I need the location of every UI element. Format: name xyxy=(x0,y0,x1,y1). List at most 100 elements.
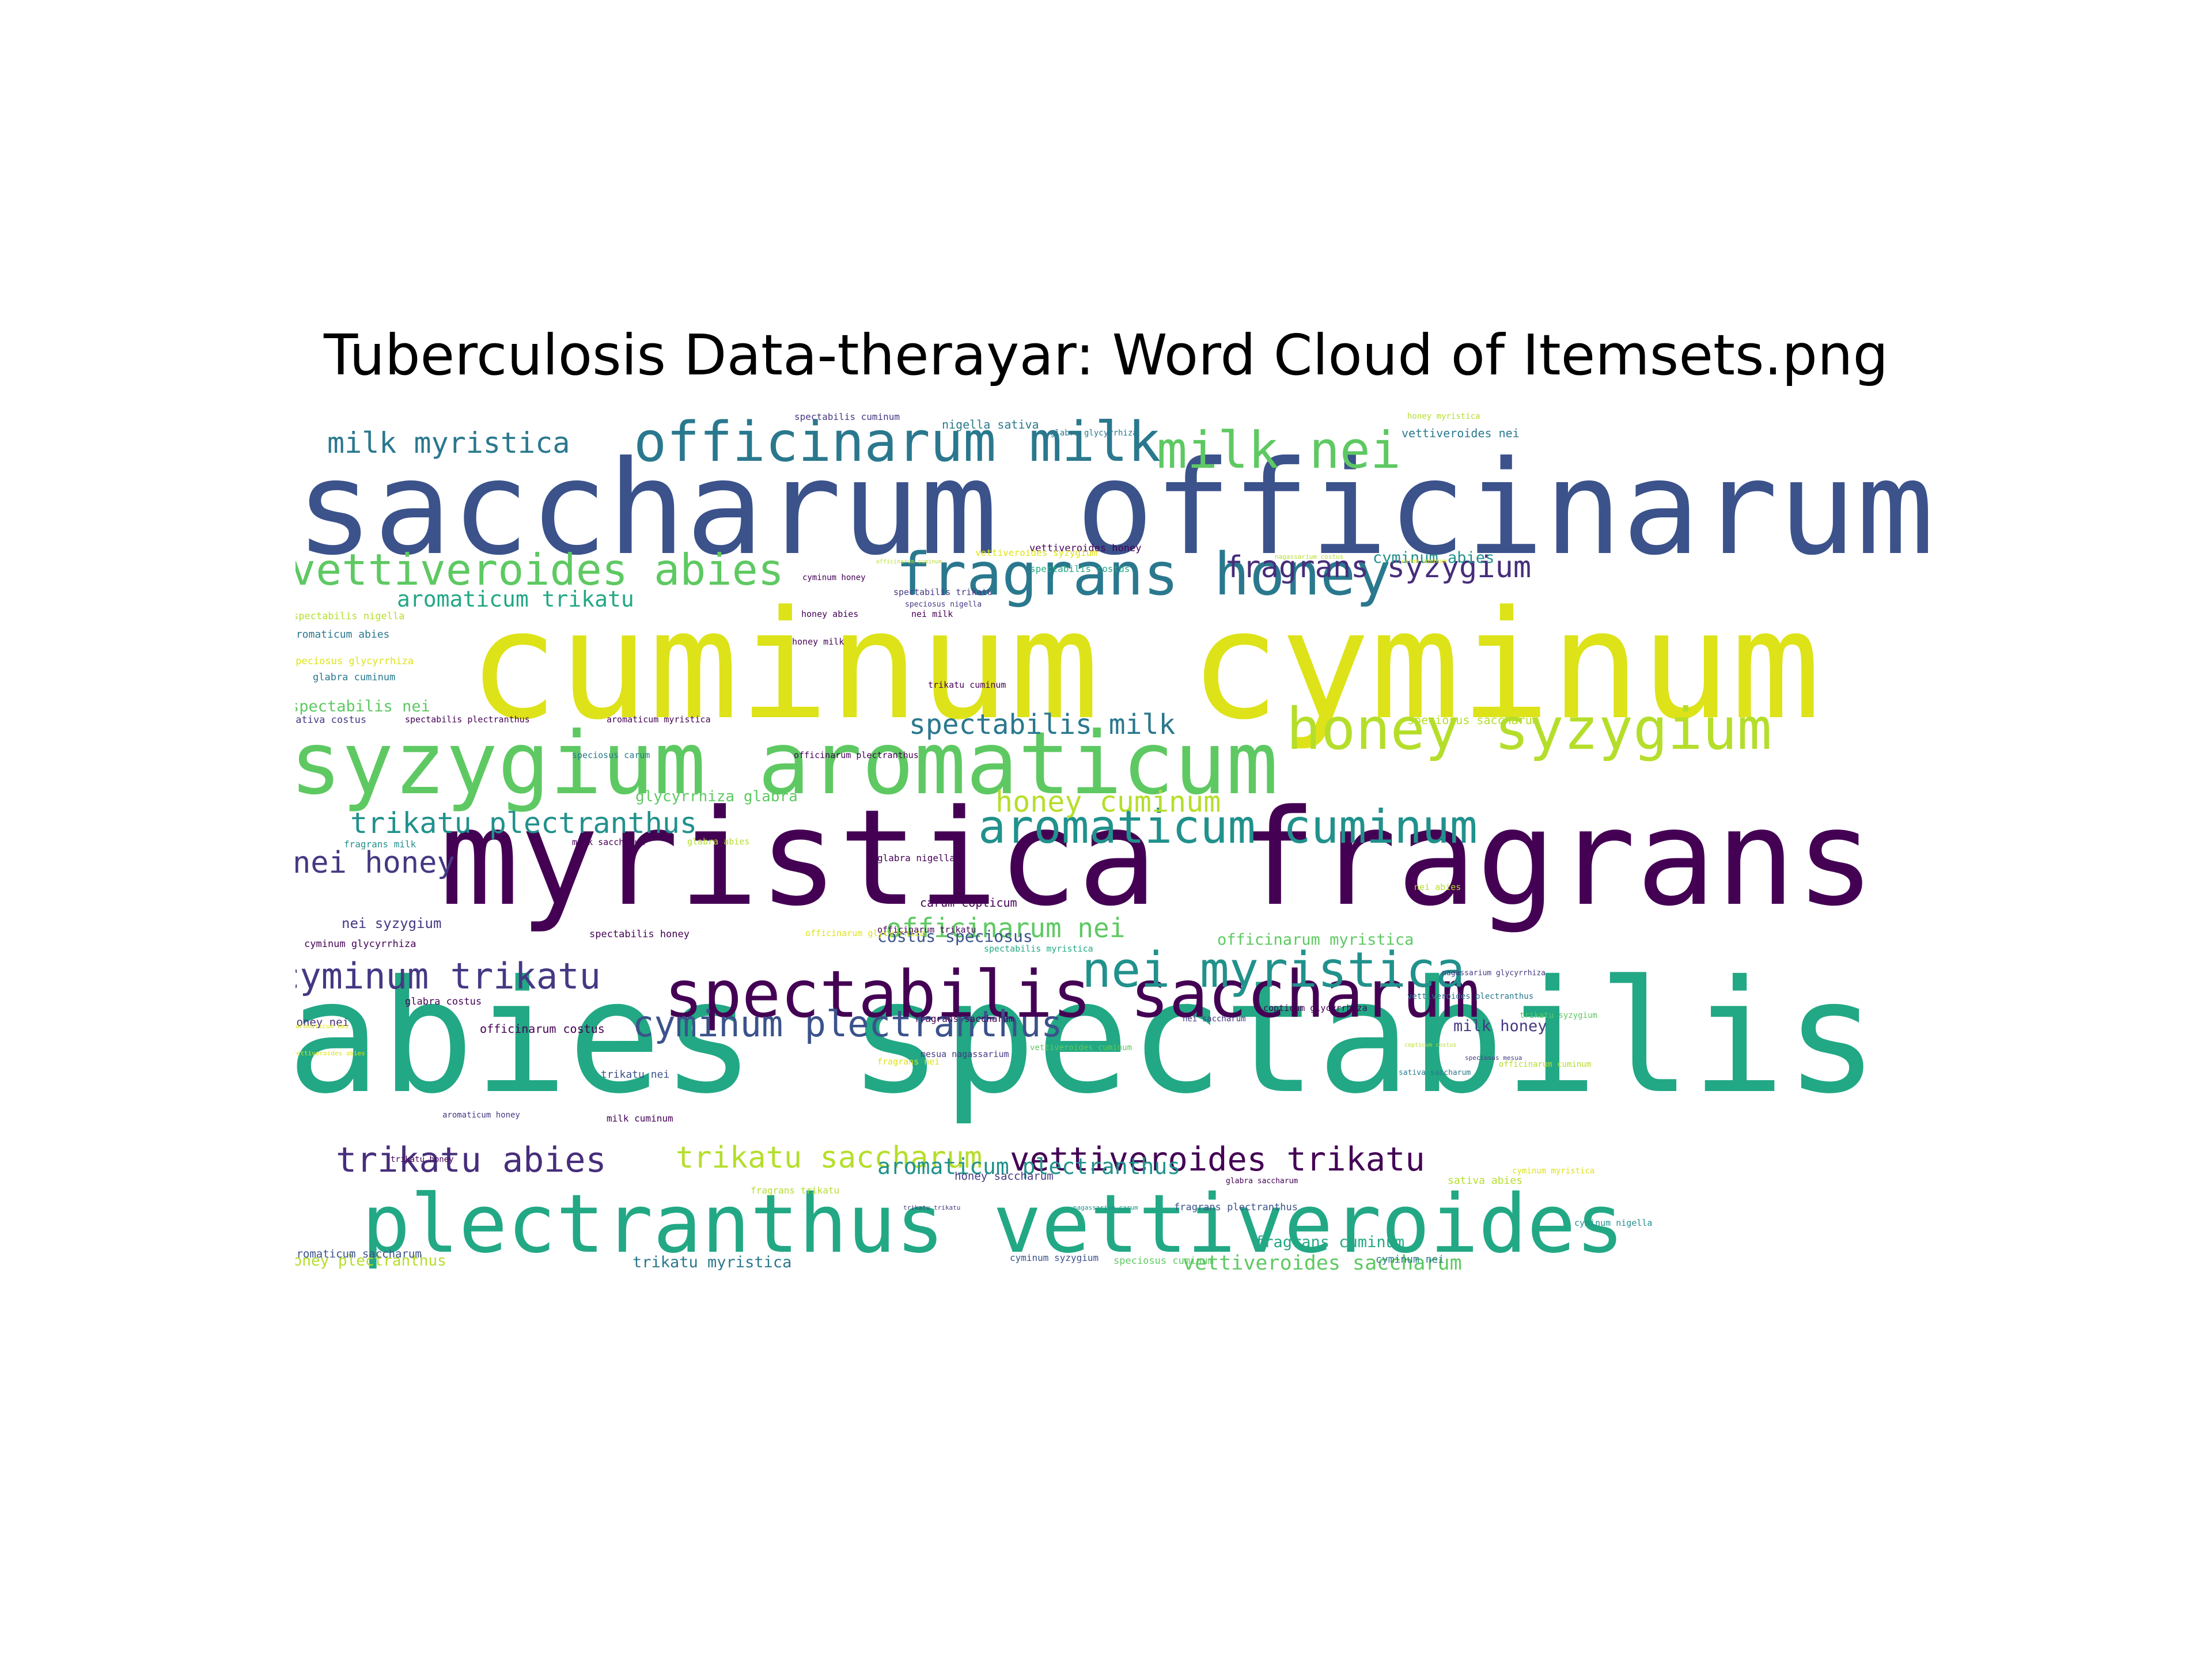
word-cloud-term: carum copticum xyxy=(920,896,1017,910)
word-cloud-term: aromaticum saccharum xyxy=(296,1248,422,1260)
word-cloud-term: copticum costus xyxy=(1404,1042,1457,1048)
word-cloud-term: speciosus glycyrrhiza xyxy=(296,656,414,667)
word-cloud-term: officinarum milk xyxy=(634,412,1161,474)
word-cloud-term: speciosus cuminum xyxy=(1113,1255,1214,1267)
word-cloud-term: carum cuminum xyxy=(1402,558,1447,565)
word-cloud-term: vettiveroides honey xyxy=(1029,543,1142,554)
word-cloud-term: mesua nagassarium xyxy=(921,1049,1009,1059)
word-cloud-term: nei abies xyxy=(1414,882,1461,892)
word-cloud-term: trikatu trikatu xyxy=(903,1204,961,1211)
word-cloud-term: nagassarium costus xyxy=(1275,553,1344,560)
word-cloud-term: trikatu honey xyxy=(391,1155,454,1164)
word-cloud-term: vettiveroides plectranthus xyxy=(1407,992,1534,1001)
word-cloud-term: officinarum plectranthus xyxy=(794,750,919,760)
word-cloud-term: spectabilis honey xyxy=(589,929,690,940)
word-cloud-term: trikatu nei xyxy=(601,1069,670,1081)
word-cloud-term: aromaticum abies xyxy=(296,628,390,641)
word-cloud-term: glycyrrhiza glabra xyxy=(635,788,798,805)
word-cloud-term: nigella sativa xyxy=(942,418,1039,431)
word-cloud-term: vettiveroides abies xyxy=(296,1050,365,1057)
word-cloud-term: honey abies xyxy=(801,609,859,619)
word-cloud-term: milk myristica xyxy=(327,426,570,460)
word-cloud-term: abies spectabilis xyxy=(296,946,1879,1128)
word-cloud-term: speciosus carum xyxy=(572,750,650,760)
word-cloud-term: cyminum nigella xyxy=(1574,1218,1653,1228)
word-cloud-term: cyminum glycyrrhiza xyxy=(304,938,416,950)
word-cloud-term: nagassarium carum xyxy=(1073,1204,1138,1211)
word-cloud-term: speciosus nigella xyxy=(905,600,982,609)
word-cloud-term: cyminum abies xyxy=(1373,549,1495,567)
figure-title: Tuberculosis Data-therayar: Word Cloud o… xyxy=(323,323,1889,388)
word-cloud-term: spectabilis costus xyxy=(1030,563,1130,574)
word-cloud-term: aromaticum cuminum xyxy=(978,800,1478,854)
word-cloud-term: spectabilis plectranthus xyxy=(405,714,530,725)
word-cloud-term: vettiveroides saccharum xyxy=(1183,1252,1462,1271)
word-cloud-term: fragrans cuminum xyxy=(1255,1233,1405,1251)
word-cloud-term: nei milk xyxy=(911,609,953,619)
word-cloud-term: officinarum cuminum xyxy=(876,559,942,565)
word-cloud-term: aromaticum trikatu xyxy=(397,586,634,612)
word-cloud-term: honey syzygium xyxy=(1286,695,1772,763)
word-cloud-term: spectabilis cuminum xyxy=(794,412,900,422)
word-cloud-term: glabra nigella xyxy=(877,853,955,863)
word-cloud-term: nei myristica xyxy=(1082,942,1465,999)
word-cloud-term: plectranthus vettiveroides xyxy=(362,1177,1624,1270)
word-cloud-term: glabra glycyrrhiza xyxy=(1050,429,1138,438)
word-cloud-term: milk honey xyxy=(1453,1017,1547,1035)
word-cloud-term: sativa saccharum xyxy=(1399,1069,1471,1077)
word-cloud-term: nei saccharum xyxy=(1183,1014,1246,1024)
word-cloud-term: fragrans trikatu xyxy=(751,1185,840,1196)
word-cloud-term: vettiveroides nei xyxy=(1402,426,1520,440)
word-cloud-term: honey saccharum xyxy=(955,1170,1054,1183)
word-cloud-term: milk saccharum xyxy=(572,837,645,847)
word-cloud: saccharum officinarum cuminum cyminum myri… xyxy=(296,412,2005,1270)
word-cloud-term: spectabilis myristica xyxy=(984,944,1093,954)
word-cloud-term: trikatu myristica xyxy=(632,1253,792,1270)
word-cloud-term: spectabilis saccharum xyxy=(664,957,1480,1032)
word-cloud-term: sativa abies xyxy=(1448,1175,1523,1187)
word-cloud-term: glabra costus xyxy=(405,996,482,1007)
word-cloud-term: myristica fragrans xyxy=(440,782,1876,935)
word-cloud-term: spectabilis nei xyxy=(296,698,430,715)
word-cloud-term: cyminum nei xyxy=(1376,1253,1445,1266)
word-cloud-term: spectabilis trikatu xyxy=(893,587,993,597)
word-cloud-term: cyminum myristica xyxy=(1512,1166,1595,1176)
word-cloud-term: nei honey xyxy=(296,846,455,880)
word-cloud-term: cyminum syzygium xyxy=(1010,1252,1099,1263)
word-cloud-term: officinarum cuminum xyxy=(1499,1060,1592,1069)
word-cloud-term: honey cuminum xyxy=(995,785,1221,819)
word-cloud-term: aromaticum honey xyxy=(442,1111,520,1120)
word-cloud-term: honey plectranthus xyxy=(296,1252,446,1270)
word-cloud-term: milk cuminum xyxy=(607,1113,673,1124)
word-cloud-term: glabra cuminum xyxy=(313,672,396,683)
word-cloud-term: aromaticum nei xyxy=(296,1022,349,1030)
word-cloud-term: fragrans saccharum xyxy=(914,1013,1014,1024)
word-cloud-term: trikatu syzygium xyxy=(1520,1011,1597,1020)
word-cloud-term: speciosus saccharum xyxy=(1407,713,1539,727)
word-cloud-term: nei syzygium xyxy=(342,915,442,931)
word-cloud-term: saccharum officinarum xyxy=(296,433,1934,584)
word-cloud-term: cyminum plectranthus xyxy=(632,1003,1063,1045)
word-cloud-term: officinarum trikatu xyxy=(877,925,976,935)
word-cloud-term: fragrans nei xyxy=(877,1056,940,1067)
word-cloud-term: honey myristica xyxy=(1407,412,1480,421)
word-cloud-term: trikatu plectranthus xyxy=(350,806,698,840)
word-cloud-term: cyminum honey xyxy=(802,573,866,582)
word-cloud-term: aromaticum myristica xyxy=(607,714,711,725)
word-cloud-term: glabra saccharum xyxy=(1226,1177,1298,1185)
word-cloud-term: fragrans milk xyxy=(344,839,416,850)
word-cloud-term: vettiveroides abies xyxy=(296,544,784,595)
word-cloud-term: copticum glycyrrhiza xyxy=(1263,1003,1368,1013)
word-cloud-term: speciosus mesua xyxy=(1465,1054,1522,1062)
word-cloud-term: sativa costus xyxy=(296,714,367,726)
word-cloud-term: honey milk xyxy=(792,637,844,647)
word-cloud-term: officinarum glycyrrhiza xyxy=(805,928,925,938)
word-cloud-term: trikatu saccharum xyxy=(676,1141,983,1175)
word-cloud-term: nagassarium glycyrrhiza xyxy=(1442,969,1546,978)
word-cloud-term: aromaticum plectranthus xyxy=(877,1154,1181,1179)
word-cloud-term: costus speciosus xyxy=(877,927,1033,946)
word-cloud-term: cyminum trikatu xyxy=(296,955,601,997)
word-cloud-term: fragrans plectranthus xyxy=(1174,1202,1298,1213)
word-cloud-term: cuminum cyminum xyxy=(468,579,1821,753)
word-cloud-term: fragrans syzygium xyxy=(1225,550,1532,585)
